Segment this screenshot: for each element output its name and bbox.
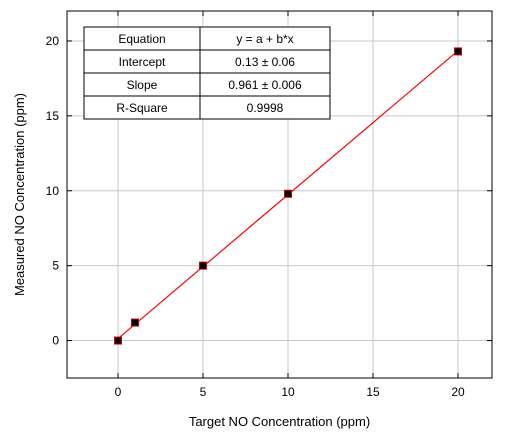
- x-tick-label: 15: [366, 385, 380, 399]
- y-tick-label: 10: [46, 184, 60, 198]
- x-tick-label: 5: [200, 385, 207, 399]
- data-point: [199, 261, 207, 270]
- y-tick-label: 20: [46, 34, 60, 48]
- table-param-name: Equation: [118, 32, 165, 46]
- table-param-value: 0.961 ± 0.006: [228, 78, 302, 92]
- x-tick-label: 10: [281, 385, 295, 399]
- table-param-name: Intercept: [119, 55, 166, 69]
- data-point: [284, 189, 292, 198]
- x-tick-label: 20: [451, 385, 465, 399]
- table-param-value: 0.9998: [247, 101, 284, 115]
- y-tick-label: 5: [52, 259, 59, 273]
- plot-frame: [66, 10, 493, 379]
- y-tick-label: 15: [46, 109, 60, 123]
- table-param-value: y = a + b*x: [236, 32, 293, 46]
- y-axis-label: Measured NO Concentration (ppm): [12, 93, 27, 296]
- table-param-name: R-Square: [116, 101, 168, 115]
- y-tick-label: 0: [52, 334, 59, 348]
- data-point: [114, 336, 122, 345]
- table-param-name: Slope: [127, 78, 158, 92]
- fit-parameters-table: Equation y = a + b*x Intercept 0.13 ± 0.06 S…: [83, 26, 331, 120]
- x-axis-label: Target NO Concentration (ppm): [189, 414, 370, 429]
- table-param-value: 0.13 ± 0.06: [235, 55, 295, 69]
- data-points: [114, 47, 462, 345]
- data-point: [454, 47, 462, 56]
- x-tick-label: 0: [115, 385, 122, 399]
- data-point: [131, 318, 139, 327]
- axis-ticks: 0 5 10 15 20 0 5 10 15 20: [46, 11, 492, 399]
